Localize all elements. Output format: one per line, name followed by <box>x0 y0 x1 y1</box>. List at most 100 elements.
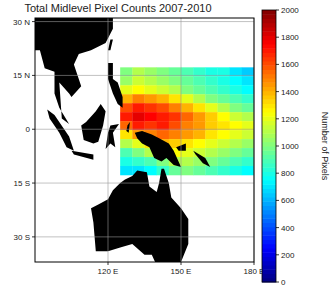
heat-cell <box>145 76 157 85</box>
heat-cell <box>205 85 217 94</box>
colorbar-step <box>262 150 276 155</box>
land <box>91 169 188 262</box>
heat-cell <box>169 76 181 85</box>
heat-cell <box>181 157 193 166</box>
colorbar-step <box>262 197 276 202</box>
heat-cell <box>120 139 132 148</box>
colorbar-step <box>262 269 276 274</box>
colorbar-tick <box>276 118 279 119</box>
heat-cell <box>230 130 242 139</box>
colorbar-step <box>262 180 276 185</box>
colorbar-tick <box>276 254 279 255</box>
land <box>106 124 119 149</box>
colorbar-tick-label: 1800 <box>281 33 299 42</box>
colorbar-step <box>262 129 276 134</box>
grid-line <box>181 18 182 262</box>
land <box>81 104 105 144</box>
colorbar-step <box>262 189 276 194</box>
colorbar-step <box>262 70 276 75</box>
heat-cell <box>230 94 242 103</box>
heat-cell <box>193 130 205 139</box>
colorbar-step <box>262 61 276 66</box>
colorbar-step <box>262 23 276 28</box>
colorbar-tick <box>276 200 279 201</box>
colorbar-step <box>262 65 276 70</box>
colorbar-tick-label: 1400 <box>281 88 299 97</box>
heat-cell <box>145 103 157 112</box>
colorbar-tick-label: 800 <box>281 169 295 178</box>
heat-cell <box>120 157 132 166</box>
heat-cell <box>132 94 144 103</box>
colorbar-step <box>262 261 276 266</box>
heat-cell <box>145 157 157 166</box>
heat-cell <box>230 85 242 94</box>
heat-cell <box>181 94 193 103</box>
heat-cell <box>120 130 132 139</box>
heat-cell <box>218 103 230 112</box>
colorbar-step <box>262 116 276 121</box>
colorbar-tick-label: 0 <box>281 278 286 287</box>
colorbar-step <box>262 172 276 177</box>
tick-label: 120 E <box>98 267 119 276</box>
tick-label: 0 <box>26 125 31 134</box>
frame <box>35 18 254 262</box>
land <box>135 131 181 167</box>
tick-label: 15 S <box>14 179 30 188</box>
colorbar-step <box>262 53 276 58</box>
colorbar-step <box>262 19 276 24</box>
land <box>108 63 123 108</box>
heat-cell <box>120 112 132 121</box>
colorbar-step <box>262 223 276 228</box>
grid-line <box>35 183 254 184</box>
colorbar-tick <box>276 10 279 11</box>
heat-cell <box>242 76 254 85</box>
colorbar-step <box>262 206 276 211</box>
heat-cell <box>242 157 254 166</box>
heat-cell <box>120 148 132 157</box>
land <box>108 40 113 51</box>
heat-cell <box>205 148 217 157</box>
colorbar-step <box>262 184 276 189</box>
heat-cell <box>230 157 242 166</box>
heat-cell <box>205 166 217 175</box>
colorbar-step <box>262 125 276 130</box>
colorbar-step <box>262 36 276 41</box>
heat-cell <box>218 94 230 103</box>
heat-cell <box>181 76 193 85</box>
colorbar-tick <box>276 282 279 283</box>
land <box>193 151 210 167</box>
heat-cell <box>169 166 181 175</box>
title: Total Midlevel Pixel Counts 2007-2010 <box>24 2 211 14</box>
heat-cell <box>169 112 181 121</box>
colorbar-step <box>262 248 276 253</box>
heat-cell <box>218 76 230 85</box>
colorbar-step <box>262 214 276 219</box>
colorbar-step <box>262 91 276 96</box>
heat-cell <box>120 85 132 94</box>
heat-cell <box>193 166 205 175</box>
heat-cell <box>205 112 217 121</box>
heat-cell <box>193 85 205 94</box>
heat-cell <box>157 94 169 103</box>
colorbar-step <box>262 108 276 113</box>
heat-cell <box>157 112 169 121</box>
heat-cell <box>218 112 230 121</box>
heat-cell <box>145 94 157 103</box>
heat-cell <box>230 148 242 157</box>
colorbar-step <box>262 57 276 62</box>
heat-cell <box>205 130 217 139</box>
heat-cell <box>169 94 181 103</box>
colorbar-step <box>262 31 276 36</box>
colorbar-step <box>262 133 276 138</box>
grid-line <box>35 21 254 22</box>
tick-label: 30 N <box>13 18 30 27</box>
colorbar-step <box>262 235 276 240</box>
colorbar-tick-label: 2000 <box>281 6 299 15</box>
colorbar-tick-label: 1200 <box>281 115 299 124</box>
heat-cell <box>120 166 132 175</box>
heat-cell <box>169 103 181 112</box>
heat-cell <box>218 130 230 139</box>
colorbar-step <box>262 142 276 147</box>
colorbar-step <box>262 210 276 215</box>
heat-cell <box>181 85 193 94</box>
